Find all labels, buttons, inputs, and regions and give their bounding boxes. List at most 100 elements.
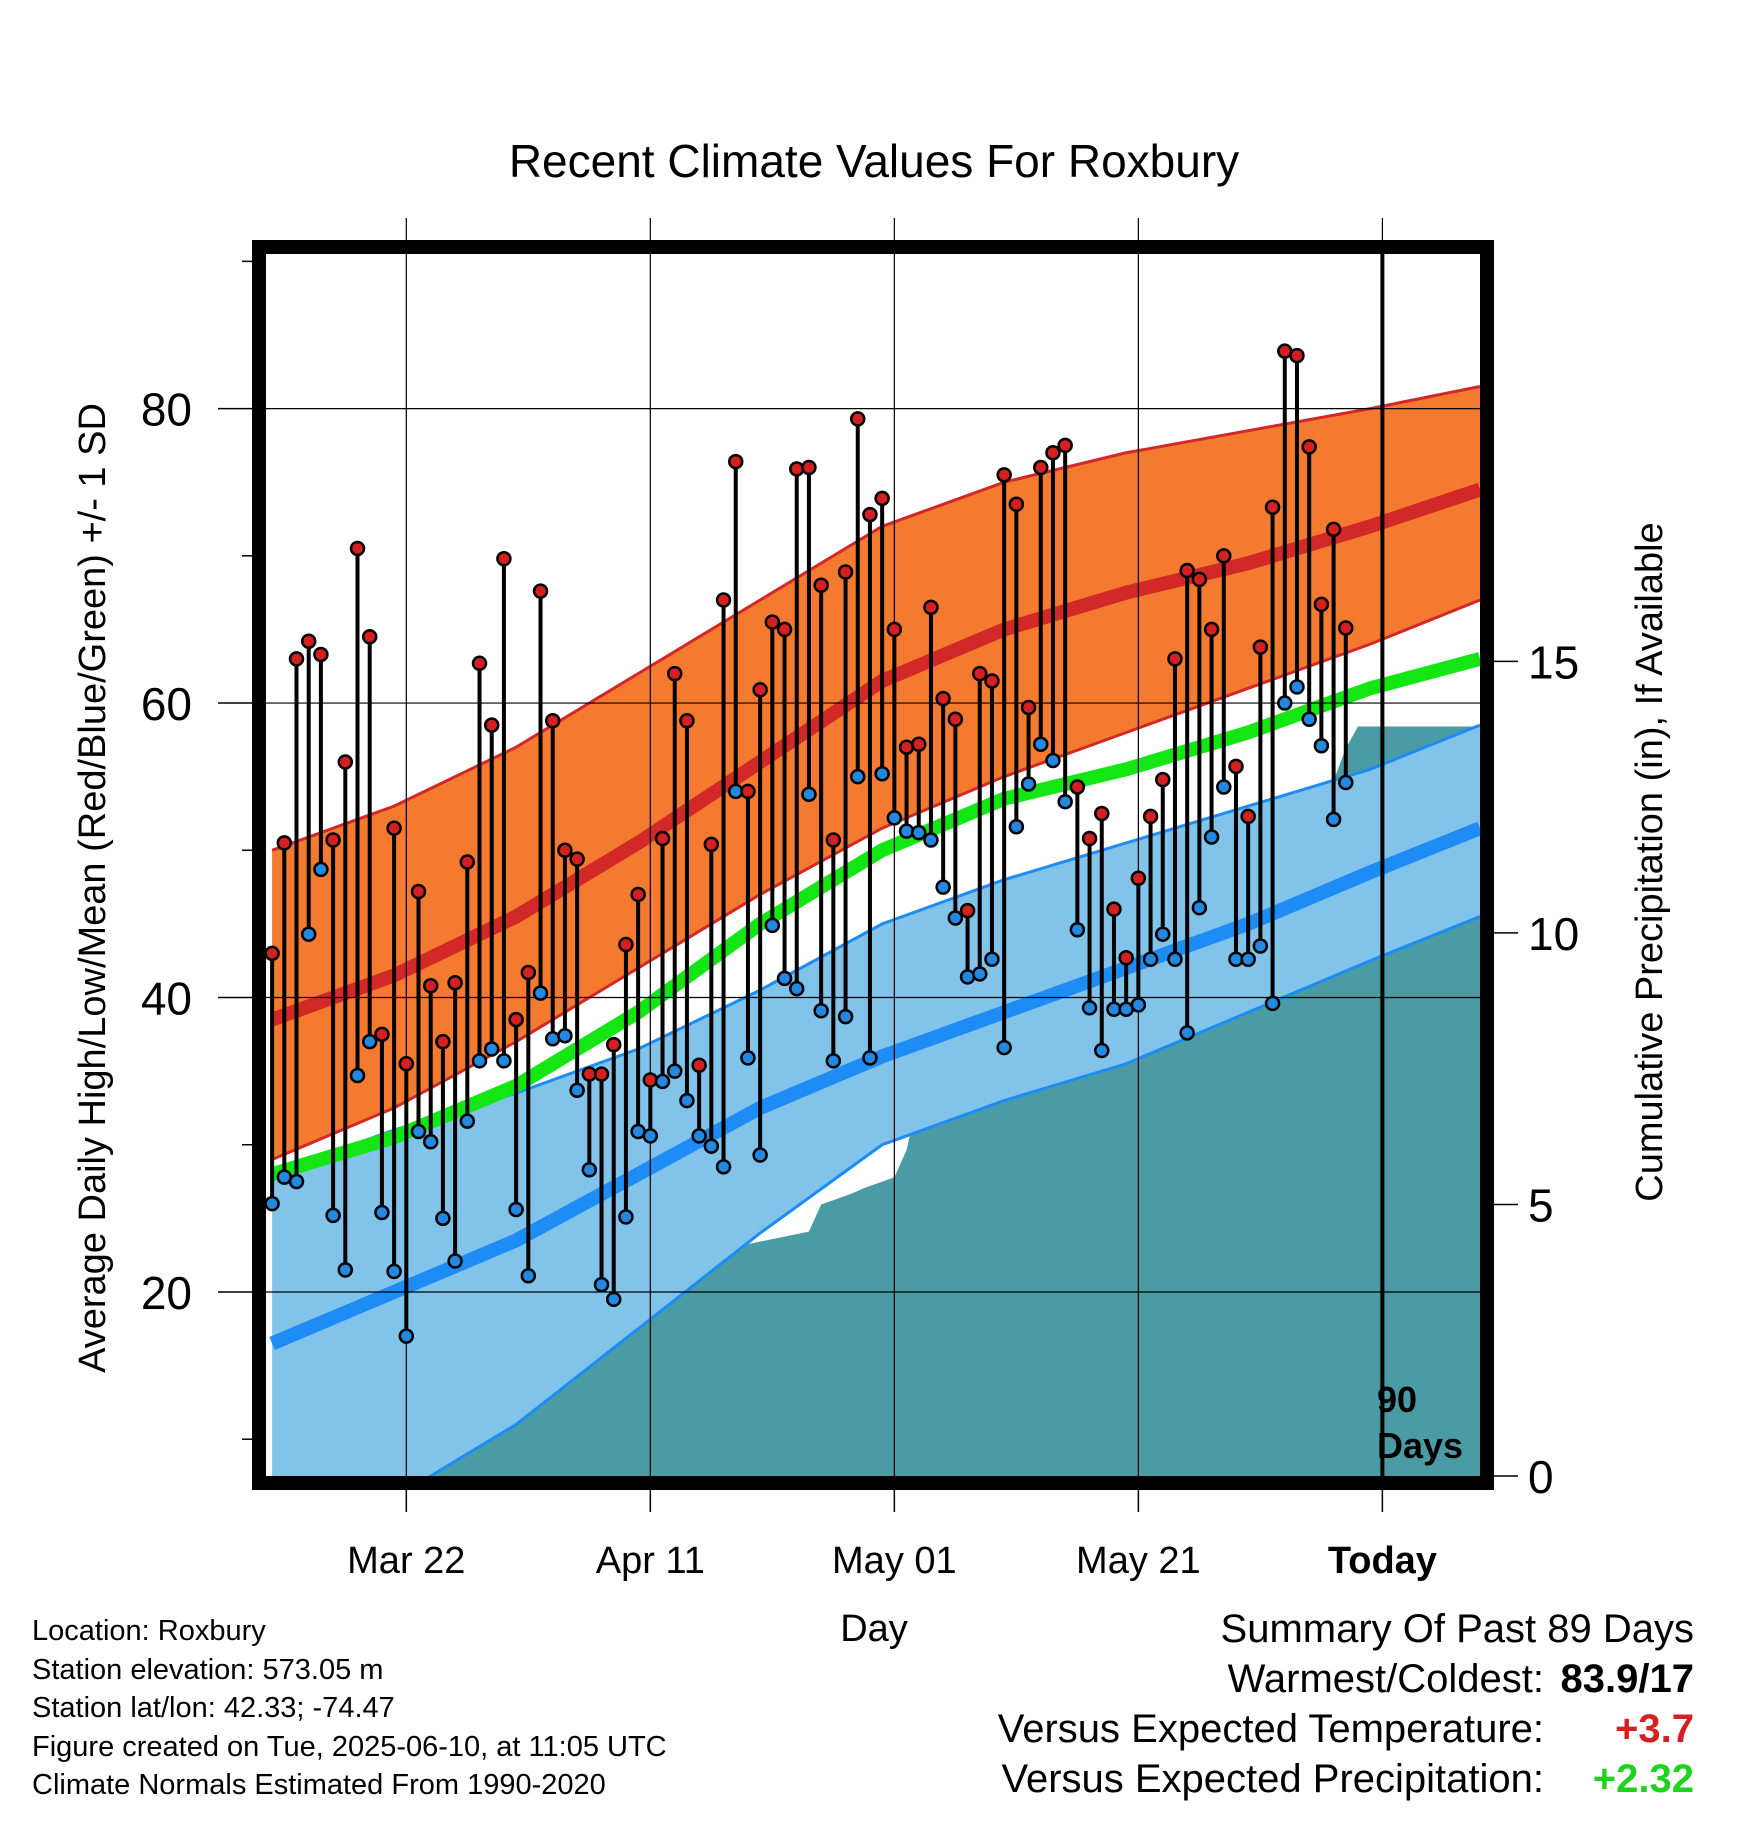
warmest-coldest-label: Warmest/Coldest: <box>1227 1657 1544 1701</box>
daily-low-point <box>862 1050 878 1066</box>
daily-high-point <box>1142 808 1159 825</box>
daily-high-point <box>313 646 329 663</box>
normal-low-line <box>269 821 1480 1350</box>
daily-high-point <box>874 490 890 507</box>
daily-high-point <box>1033 459 1049 476</box>
summary-heading: Summary Of Past 89 Days <box>1220 1607 1694 1651</box>
normals-text: Climate Normals Estimated From 1990-2020 <box>32 1769 606 1801</box>
daily-low-point <box>361 1033 378 1050</box>
daily-low-point <box>349 1067 366 1084</box>
daily-low-point <box>605 1291 622 1308</box>
y-tick-label-left: 40 <box>141 973 192 1025</box>
daily-low-point <box>935 879 951 895</box>
daily-low-point <box>825 1053 842 1069</box>
daily-high-point <box>618 936 634 953</box>
daily-high-point <box>642 1072 659 1088</box>
daily-high-point <box>849 411 866 427</box>
daily-low-point <box>325 1207 341 1224</box>
summary-panel: Summary Of Past 89 Days Warmest/Coldest:… <box>998 1604 1694 1804</box>
precipitation-anomaly-value: +2.32 <box>1592 1757 1694 1801</box>
daily-high-point <box>1057 437 1073 454</box>
daily-high-point <box>691 1057 707 1073</box>
daily-low-point <box>752 1147 768 1163</box>
daily-high-point <box>666 665 683 682</box>
daily-high-point <box>898 739 915 755</box>
y-axis-left-label: Average Daily High/Low/Mean (Red/Blue/Gr… <box>72 403 114 1373</box>
daily-low-point <box>374 1204 390 1221</box>
daily-high-point <box>1081 830 1098 847</box>
daily-low-point <box>266 1195 280 1212</box>
daily-low-point <box>715 1159 732 1175</box>
daily-low-point <box>764 917 781 934</box>
daily-low-point <box>1155 926 1171 942</box>
daily-high-point <box>727 453 744 470</box>
daily-low-point <box>1252 938 1269 954</box>
daily-high-point <box>520 964 537 981</box>
daily-high-point <box>801 459 817 476</box>
daily-high-point <box>1155 771 1171 788</box>
chart-title: Recent Climate Values For Roxbury <box>509 135 1239 187</box>
daily-low-point <box>996 1039 1012 1056</box>
daily-high-point <box>266 945 280 962</box>
daily-low-point <box>947 910 964 926</box>
daily-high-point <box>447 975 463 991</box>
y-tick-label-right: 15 <box>1528 636 1579 688</box>
daily-low-point <box>569 1082 585 1099</box>
daily-low-point <box>1033 736 1049 753</box>
daily-high-point <box>300 633 317 649</box>
daily-low-point <box>1045 752 1061 769</box>
elevation-text: Station elevation: 573.05 m <box>32 1653 384 1686</box>
daily-high-point <box>911 736 927 753</box>
daily-low-point <box>1264 995 1281 1012</box>
plot-frame <box>252 240 1494 1490</box>
daily-low-point <box>911 824 927 841</box>
daily-high-point <box>276 835 293 851</box>
daily-high-point <box>1179 562 1195 579</box>
daily-high-point <box>1106 901 1122 917</box>
precipitation-anomaly-row: Versus Expected Precipitation: +2.32 <box>998 1754 1694 1804</box>
daily-high-point <box>325 832 341 848</box>
daily-low-point <box>593 1276 610 1293</box>
normal-mean-line <box>270 652 1480 1181</box>
daily-high-point <box>374 1026 390 1043</box>
daily-low-point <box>813 1003 829 1019</box>
daily-high-point <box>1264 499 1281 515</box>
daily-low-point <box>776 970 793 987</box>
low-sd-band <box>272 725 1480 1476</box>
daily-low-point <box>740 1050 756 1066</box>
daily-low-point <box>618 1209 634 1225</box>
daily-high-point <box>959 902 976 919</box>
daily-low-point <box>447 1253 463 1269</box>
daily-low-point <box>898 823 915 839</box>
today-days-label: Days <box>1377 1425 1463 1466</box>
daily-high-point <box>593 1066 610 1082</box>
daily-low-point <box>483 1041 500 1057</box>
daily-high-point <box>605 1036 622 1053</box>
axes-layer: 20 40 60 80 0 5 10 15 Mar 22 Apr 11 May 01 May 21 To… <box>141 240 1579 1582</box>
daily-high-point <box>435 1033 451 1050</box>
daily-low-point <box>703 1138 720 1154</box>
daily-low-point <box>1130 997 1147 1013</box>
daily-high-point <box>1252 639 1269 655</box>
daily-high-point <box>679 712 695 729</box>
daily-low-point <box>1325 811 1342 828</box>
daily-high-point <box>361 629 378 645</box>
daily-high-point <box>886 621 903 638</box>
daily-high-point <box>972 665 988 682</box>
daily-low-point <box>422 1134 439 1150</box>
daily-low-point <box>386 1263 402 1280</box>
daily-low-point <box>972 966 988 982</box>
daily-low-point <box>459 1113 476 1129</box>
low-sd-lower-line <box>427 915 1480 1476</box>
daily-low-point <box>959 969 976 985</box>
daily-high-point <box>825 832 842 848</box>
warmest-coldest-row: Warmest/Coldest: 83.9/17 <box>998 1654 1694 1704</box>
daily-high-point <box>1130 870 1147 887</box>
daily-low-point <box>874 765 890 782</box>
warmest-coldest-value: 83.9/17 <box>1560 1657 1694 1701</box>
daily-high-point <box>1203 621 1220 638</box>
daily-low-point <box>666 1063 683 1079</box>
daily-high-point <box>947 711 964 727</box>
created-text: Figure created on Tue, 2025-06-10, at 11… <box>32 1730 667 1763</box>
daily-low-point <box>300 926 317 942</box>
